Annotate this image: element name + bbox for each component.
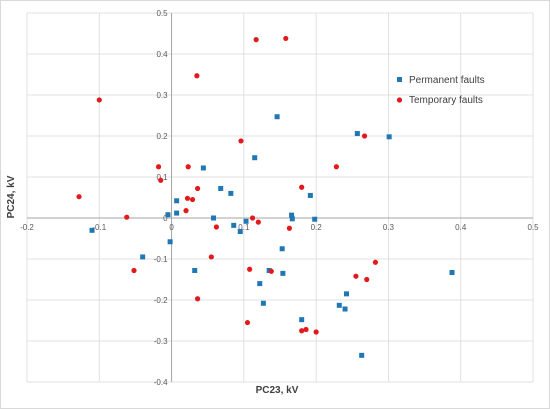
point-temporary-fault xyxy=(313,329,319,335)
point-permanent-fault xyxy=(342,306,348,312)
x-tick-label: 0.3 xyxy=(383,223,395,232)
legend: Permanent faults Temporary faults xyxy=(396,75,485,106)
point-permanent-fault xyxy=(218,185,224,191)
point-permanent-fault xyxy=(243,218,249,224)
legend-temporary-label: Temporary faults xyxy=(409,95,483,106)
point-temporary-fault xyxy=(194,73,200,79)
x-tick-label: 0 xyxy=(169,223,174,232)
y-tick-label: 0.5 xyxy=(156,9,168,18)
x-tick-label: 0.5 xyxy=(527,223,539,232)
data-points xyxy=(76,35,455,358)
y-tick-label: 0.1 xyxy=(156,173,168,182)
point-temporary-fault xyxy=(194,296,201,302)
point-temporary-fault xyxy=(299,184,305,190)
point-permanent-fault xyxy=(200,165,206,171)
point-permanent-fault xyxy=(274,114,280,120)
y-tick-label: 0.2 xyxy=(156,132,168,141)
point-permanent-fault xyxy=(386,134,392,140)
point-temporary-fault xyxy=(158,177,164,183)
point-temporary-fault xyxy=(353,273,359,279)
point-permanent-fault xyxy=(299,317,305,323)
point-temporary-fault xyxy=(189,196,196,203)
y-tick-label: -0.2 xyxy=(154,296,168,305)
point-temporary-fault xyxy=(283,35,289,42)
point-temporary-fault xyxy=(372,259,379,265)
point-permanent-fault xyxy=(280,270,286,276)
grid-layer xyxy=(26,12,534,383)
point-permanent-fault xyxy=(228,190,234,196)
point-permanent-fault xyxy=(312,216,318,222)
point-permanent-fault xyxy=(252,155,258,161)
point-temporary-fault xyxy=(194,185,201,192)
point-temporary-fault xyxy=(364,276,370,283)
point-permanent-fault xyxy=(210,215,216,221)
point-permanent-fault xyxy=(257,281,263,287)
point-permanent-fault xyxy=(344,291,350,297)
point-permanent-fault xyxy=(231,222,237,228)
point-temporary-fault xyxy=(185,164,191,170)
point-temporary-fault xyxy=(76,194,82,200)
point-permanent-fault xyxy=(289,212,295,218)
x-tick-label: -0.2 xyxy=(20,223,34,232)
point-temporary-fault xyxy=(208,254,214,260)
y-axis-title: PC24, kV xyxy=(6,175,17,218)
y-tick-label: -0.3 xyxy=(154,337,168,346)
point-permanent-fault xyxy=(289,216,295,222)
point-permanent-fault xyxy=(307,192,313,198)
point-permanent-fault xyxy=(279,246,285,252)
point-temporary-fault xyxy=(303,326,309,333)
x-axis-title: PC23, kV xyxy=(256,385,299,396)
x-tick-label: 0.1 xyxy=(238,223,250,232)
point-permanent-fault xyxy=(174,198,180,204)
legend-temporary-marker xyxy=(396,97,403,103)
point-temporary-fault xyxy=(124,214,130,220)
point-temporary-fault xyxy=(333,164,339,170)
point-temporary-fault xyxy=(213,224,219,230)
point-permanent-fault xyxy=(359,352,365,358)
x-tick-label: 0.2 xyxy=(311,223,323,232)
y-tick-label: -0.1 xyxy=(154,255,168,264)
point-temporary-fault xyxy=(183,208,189,214)
point-permanent-fault xyxy=(174,210,180,216)
y-tick-label: 0 xyxy=(163,214,168,223)
y-tick-label: -0.4 xyxy=(154,378,168,387)
point-temporary-fault xyxy=(131,267,137,274)
point-temporary-fault xyxy=(361,133,368,139)
point-temporary-fault xyxy=(299,328,305,334)
point-permanent-fault xyxy=(260,300,266,306)
legend-permanent-marker xyxy=(397,77,402,82)
point-permanent-fault xyxy=(192,267,198,273)
point-temporary-fault xyxy=(96,97,102,103)
axis-layer xyxy=(27,13,533,382)
point-permanent-fault xyxy=(237,229,243,235)
point-temporary-fault xyxy=(255,219,261,225)
point-temporary-fault xyxy=(249,215,256,221)
legend-permanent-label: Permanent faults xyxy=(409,75,485,86)
tick-labels: -0.2 -0.1 0 0.1 0.2 0.3 0.4 0.5 -0.4 -0.3 -0.2 -0.1… xyxy=(20,9,539,387)
x-tick-label: -0.1 xyxy=(92,223,106,232)
point-permanent-fault xyxy=(165,212,171,218)
point-temporary-fault xyxy=(286,225,292,231)
point-permanent-fault xyxy=(354,131,360,137)
y-tick-label: 0.3 xyxy=(156,91,168,100)
x-tick-label: 0.4 xyxy=(455,223,467,232)
point-permanent-fault xyxy=(140,254,146,260)
point-permanent-fault xyxy=(89,227,95,233)
point-temporary-fault xyxy=(247,266,253,272)
point-temporary-fault xyxy=(268,268,274,274)
point-temporary-fault xyxy=(253,37,259,43)
point-temporary-fault xyxy=(244,319,251,326)
point-temporary-fault xyxy=(184,195,191,201)
point-permanent-fault xyxy=(167,239,173,245)
point-temporary-fault xyxy=(155,164,162,170)
point-permanent-fault xyxy=(336,302,342,308)
y-tick-label: 0.4 xyxy=(156,50,168,59)
point-temporary-fault xyxy=(238,138,244,144)
point-permanent-fault xyxy=(449,270,455,276)
